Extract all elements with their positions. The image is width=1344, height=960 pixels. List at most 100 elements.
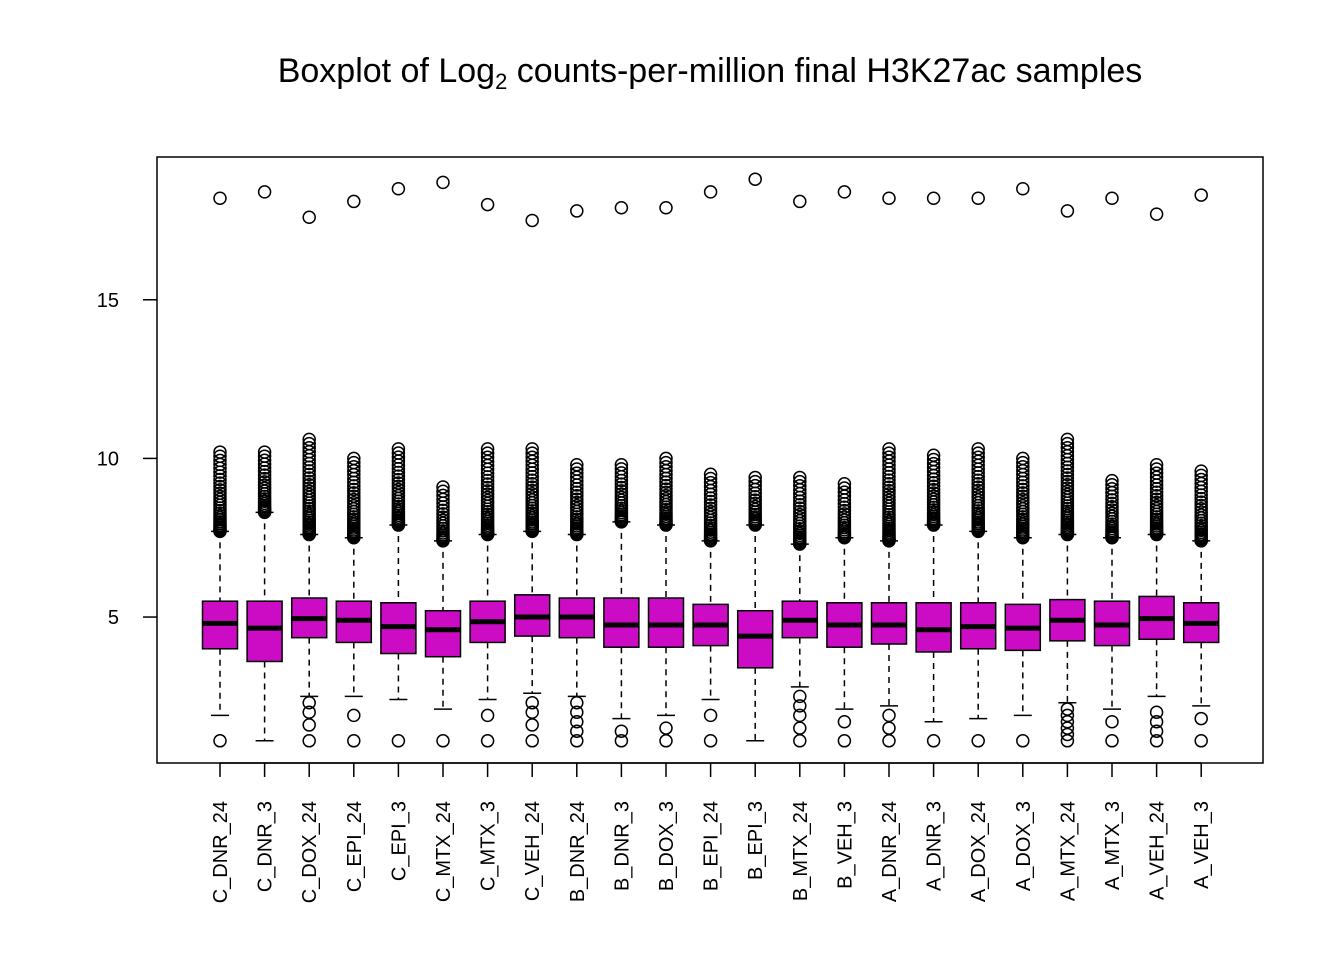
outlier-point (793, 474, 807, 489)
outlier-point (1060, 484, 1075, 499)
outlier-point (793, 507, 807, 522)
outlier-point (793, 497, 807, 512)
outlier-point (1060, 702, 1075, 716)
outlier-point (1016, 459, 1030, 474)
outlier-point (570, 485, 584, 500)
outlier-point (614, 458, 629, 472)
x-tick-label: C_EPI_24 (344, 801, 366, 892)
outlier-point (347, 708, 361, 723)
outlier-point (525, 476, 539, 491)
outlier-point (971, 476, 985, 491)
outlier-point (793, 734, 807, 748)
outlier-point (570, 495, 584, 510)
outlier-point (1105, 506, 1119, 520)
outlier-point (1105, 473, 1119, 488)
outlier-point (302, 481, 316, 495)
outlier-point (525, 446, 539, 460)
outlier-point (748, 493, 762, 507)
outlier-point (1060, 467, 1075, 482)
outlier-point (748, 478, 762, 493)
outlier-point (1105, 503, 1119, 517)
outlier-point (703, 185, 718, 199)
x-tick-label: B_MTX_24 (790, 801, 812, 901)
outlier-point (793, 699, 807, 713)
outlier-point (1016, 489, 1030, 504)
outlier-point (971, 191, 985, 205)
outlier-point (882, 483, 896, 498)
outlier-point (391, 469, 406, 483)
outlier-point (436, 484, 450, 498)
outlier-point (882, 450, 896, 464)
outlier-point (525, 213, 539, 228)
x-tick-label: B_DOX_3 (656, 801, 678, 891)
outlier-point (793, 470, 807, 485)
outlier-point (302, 478, 316, 492)
outlier-point (213, 476, 227, 490)
outlier-point (793, 721, 807, 735)
outlier-point (614, 480, 629, 495)
outlier-point (525, 486, 539, 501)
outlier-point (391, 446, 406, 460)
outlier-point (302, 695, 316, 710)
outlier-point (525, 450, 539, 464)
outlier-point (391, 442, 406, 456)
outlier-point (302, 210, 316, 225)
outlier-point (971, 442, 985, 456)
outlier-point (480, 473, 495, 488)
chart-title-suffix: counts-per-million final H3K27ac samples (507, 52, 1143, 90)
outlier-point (436, 480, 450, 494)
outlier-point (391, 472, 406, 487)
outlier-point (347, 194, 361, 209)
outlier-point (570, 498, 584, 513)
outlier-point (480, 442, 495, 456)
y-tick-label: 10 (97, 448, 119, 470)
outlier-point (614, 734, 629, 748)
outlier-point (436, 503, 450, 518)
outlier-point (837, 481, 852, 495)
outlier-point (525, 480, 539, 494)
outlier-point (1060, 432, 1075, 447)
outlier-point (882, 473, 896, 487)
outlier-point (525, 705, 539, 719)
outlier-point (347, 486, 361, 500)
outlier-point (659, 201, 673, 215)
outlier-point (213, 489, 227, 504)
outlier-point (971, 473, 985, 487)
outlier-point (391, 450, 406, 464)
outlier-point (837, 507, 852, 521)
x-tick-label: A_MTX_3 (1102, 801, 1124, 890)
outlier-point (1105, 734, 1119, 748)
outlier-point (213, 472, 227, 487)
outlier-point (480, 734, 495, 748)
outlier-point (570, 466, 584, 480)
outlier-point (1105, 496, 1119, 511)
outlier-point (793, 194, 807, 209)
outlier-point (1194, 502, 1208, 516)
outlier-point (391, 476, 406, 490)
outlier-point (614, 487, 629, 501)
x-tick-label: C_DNR_3 (255, 801, 277, 892)
outlier-point (659, 734, 673, 748)
outlier-point (837, 500, 852, 515)
outlier-point (1060, 471, 1075, 485)
outlier-point (213, 486, 227, 500)
outlier-point (1149, 724, 1164, 739)
outlier-point (347, 451, 361, 466)
outlier-point (1060, 204, 1075, 218)
outlier-point (882, 191, 896, 205)
outlier-point (570, 724, 584, 739)
outlier-point (570, 489, 584, 503)
outlier-point (1194, 468, 1208, 483)
outlier-point (837, 734, 852, 748)
outlier-point (436, 175, 450, 190)
outlier-point (1149, 489, 1164, 503)
outlier-point (793, 479, 807, 493)
outlier-point (971, 480, 985, 494)
outlier-point (525, 695, 539, 710)
outlier-point (1016, 486, 1030, 500)
x-tick-label: C_VEH_24 (522, 801, 544, 901)
outlier-point (1194, 711, 1208, 726)
outlier-point (1105, 715, 1119, 729)
x-tick-label: C_DNR_24 (210, 801, 232, 903)
outlier-point (213, 479, 227, 494)
